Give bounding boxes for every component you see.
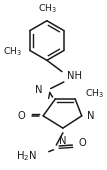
Text: CH$_3$: CH$_3$ xyxy=(85,88,104,100)
Text: N: N xyxy=(59,136,67,146)
Text: N: N xyxy=(87,111,95,121)
Text: N: N xyxy=(35,86,42,95)
Text: O: O xyxy=(79,138,87,148)
Text: NH: NH xyxy=(67,71,82,81)
Text: CH$_3$: CH$_3$ xyxy=(38,3,57,15)
Text: O: O xyxy=(17,111,25,121)
Text: H$_2$N: H$_2$N xyxy=(16,149,36,163)
Text: CH$_3$: CH$_3$ xyxy=(3,45,22,58)
